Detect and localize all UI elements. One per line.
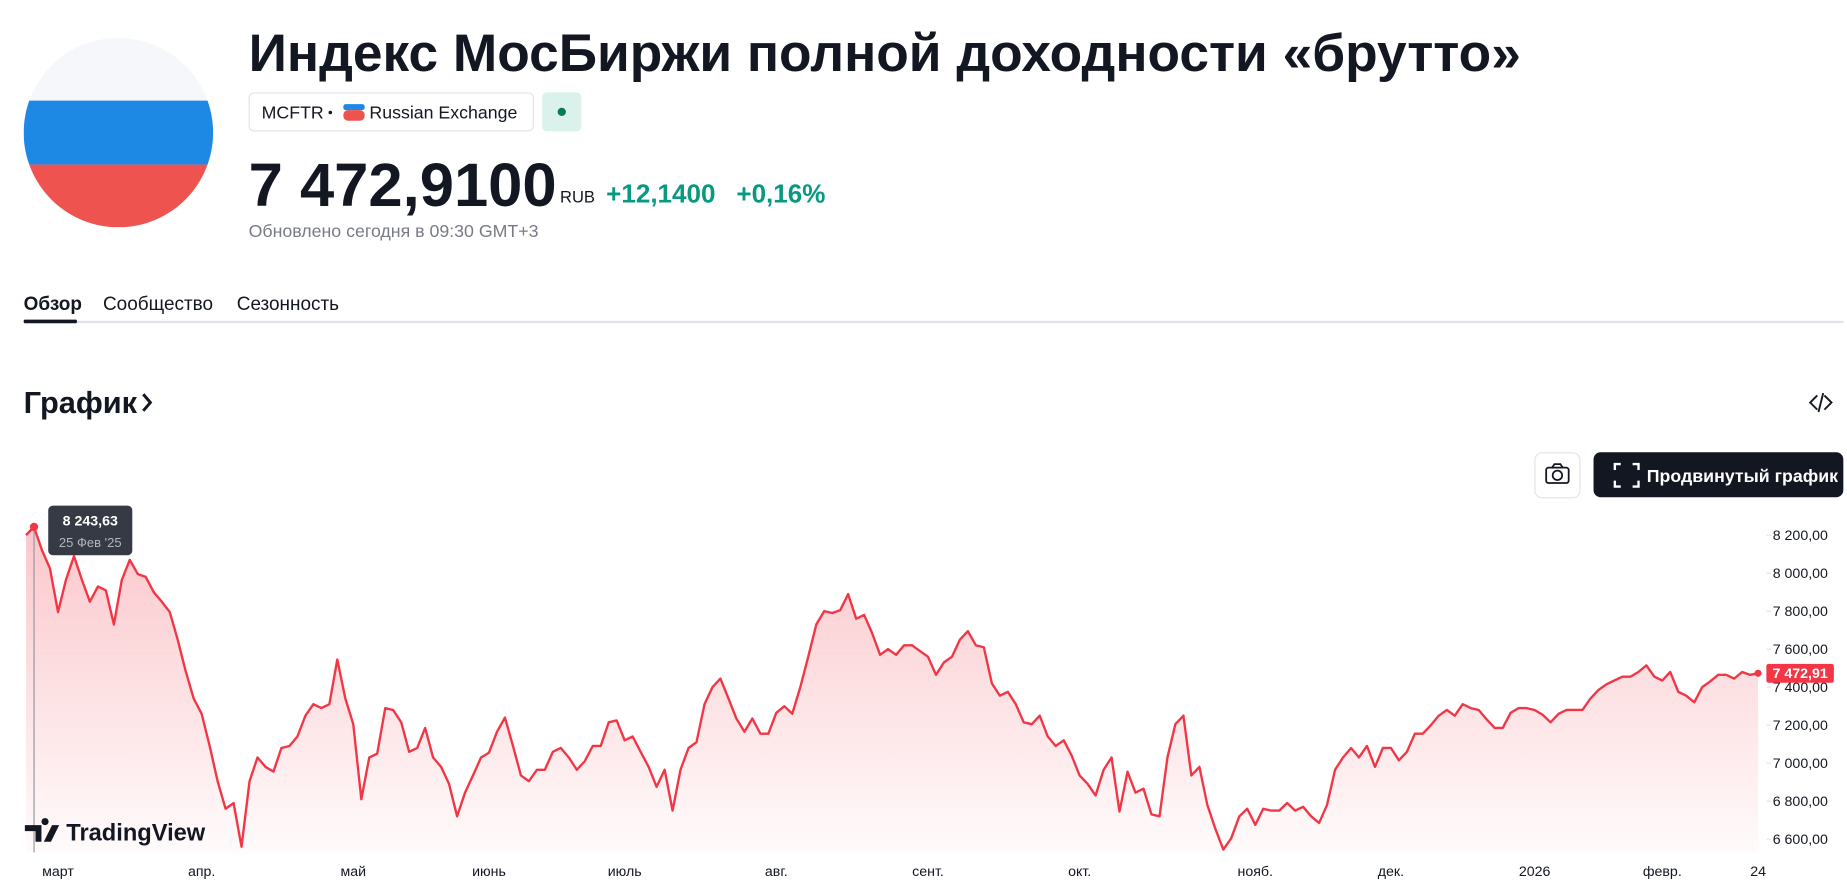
snapshot-button[interactable]	[1534, 452, 1581, 499]
y-tick-label: 6 800,00	[1773, 794, 1828, 810]
section-chevron[interactable]	[142, 393, 153, 412]
symbol-badge[interactable]	[248, 92, 534, 132]
market-status-dot	[557, 107, 566, 117]
last-price-tag	[1766, 663, 1834, 683]
price-line	[25, 525, 1759, 851]
chart: 6 600,00 6 800,00 7 000,00 7 200,00 7 400,00…	[24, 505, 1834, 880]
embed-icon[interactable]	[1808, 392, 1833, 413]
x-tick-label: окт.	[1068, 864, 1091, 880]
y-tick-label: 7 600,00	[1773, 642, 1828, 658]
y-tick-label: 8 200,00	[1773, 528, 1828, 544]
price-change: +12,1400	[606, 178, 715, 208]
x-tick-label: авг.	[765, 864, 788, 880]
tab[interactable]: Обзор	[24, 294, 82, 315]
x-tick-label: май	[341, 864, 367, 880]
ticker: MCFTR	[262, 102, 324, 122]
flag-logo	[23, 37, 214, 228]
tab[interactable]: Сообщество	[103, 294, 213, 315]
x-tick-label: февр.	[1643, 864, 1682, 880]
exchange-flag	[343, 104, 365, 121]
x-tick-label: 24	[1750, 864, 1766, 880]
currency: RUB	[560, 187, 595, 206]
tooltip-date: 25 Фев '25	[59, 535, 122, 550]
area-fill	[26, 526, 1759, 853]
fullscreen-icon	[1613, 462, 1640, 488]
x-tick-label: апр.	[188, 864, 215, 880]
price: 7 472,9100	[249, 151, 557, 220]
x-tick-label: июль	[608, 864, 642, 880]
tooltip	[48, 505, 133, 556]
y-tick-label: 7 800,00	[1773, 604, 1828, 620]
tab[interactable]: Сезонность	[237, 294, 339, 315]
y-tick-label: 7 400,00	[1773, 680, 1828, 696]
last-point	[1754, 669, 1762, 677]
y-tick-label: 6 600,00	[1773, 832, 1828, 848]
price-change-percent: +0,16%	[736, 178, 825, 208]
tab-active-underline	[23, 319, 77, 324]
section-title[interactable]: График	[24, 385, 138, 420]
camera-icon	[1545, 463, 1570, 484]
tab-divider	[23, 320, 1844, 324]
separator-dot	[328, 110, 333, 115]
x-tick-label: 2026	[1519, 864, 1551, 880]
page-title: Индекс МосБиржи полной доходности «брутт…	[249, 24, 1521, 83]
x-tick-label: июнь	[472, 864, 506, 880]
x-tick-label: март	[42, 864, 74, 880]
x-tick-label: дек.	[1378, 864, 1404, 880]
exchange-name: Russian Exchange	[369, 102, 517, 122]
advanced-chart-label: Продвинутый график	[1647, 466, 1838, 486]
y-tick-label: 8 000,00	[1773, 566, 1828, 582]
y-tick-label: 7 000,00	[1773, 756, 1828, 772]
tooltip-value: 8 243,63	[63, 514, 118, 530]
advanced-chart-button[interactable]	[1593, 452, 1844, 498]
y-tick-label: 7 200,00	[1773, 718, 1828, 734]
x-tick-label: сент.	[912, 864, 944, 880]
watermark-logo	[24, 818, 60, 842]
last-price-label: 7 472,91	[1773, 666, 1828, 682]
hover-point	[29, 522, 39, 532]
watermark: TradingView	[66, 821, 206, 847]
x-tick-label: нояб.	[1237, 864, 1272, 880]
updated-time: Обновлено сегодня в 09:30 GMT+3	[249, 221, 539, 241]
